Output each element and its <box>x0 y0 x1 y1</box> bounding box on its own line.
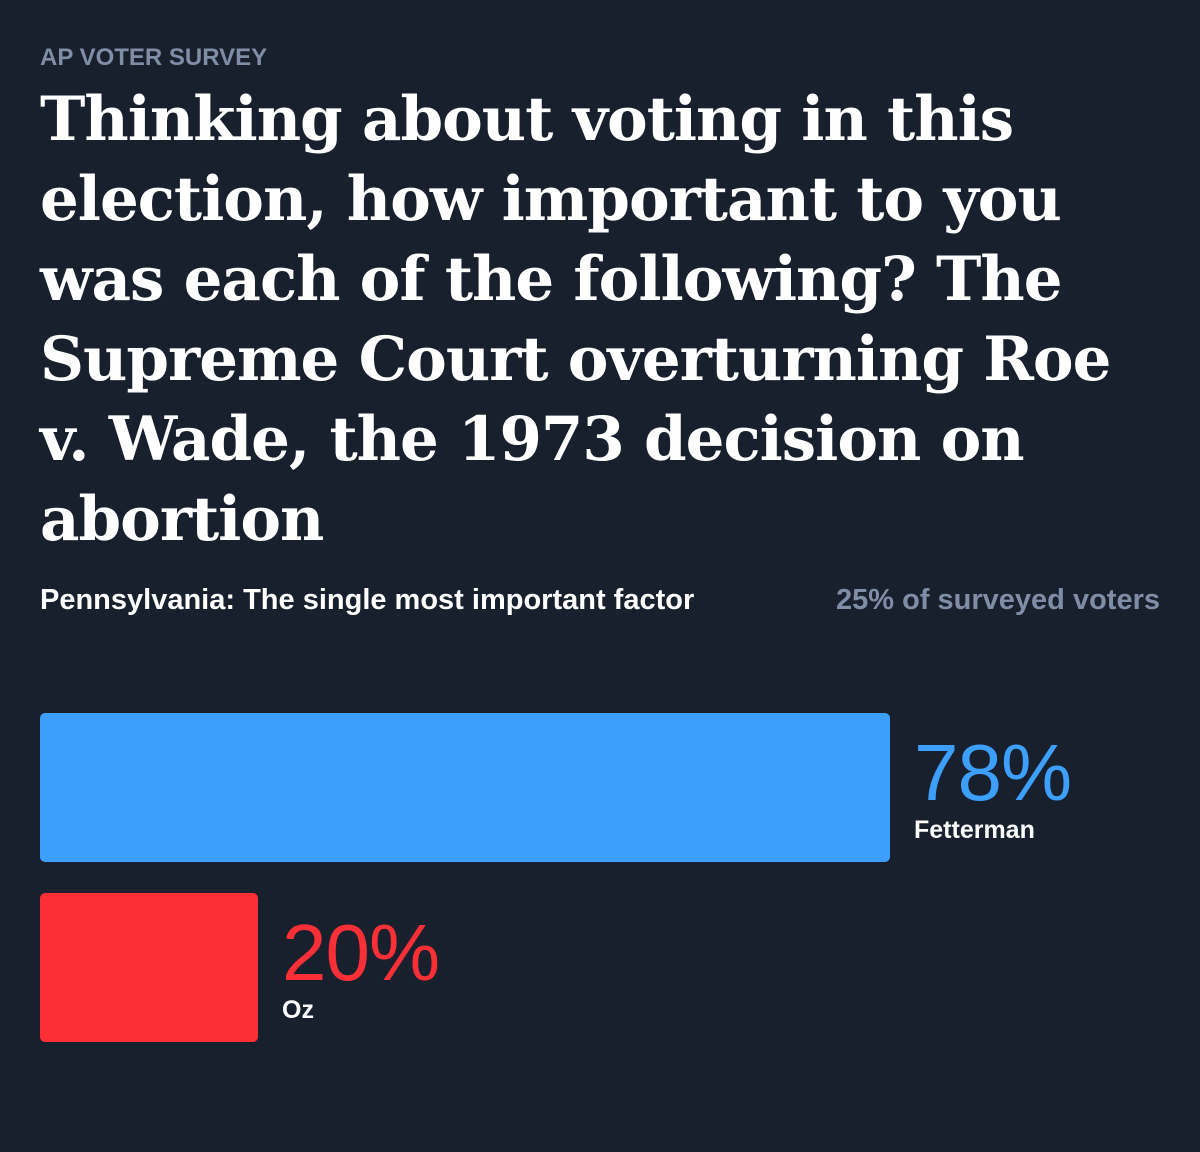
category-label-fetterman: Fetterman <box>914 816 1035 844</box>
survey-kicker: AP VOTER SURVEY <box>40 44 268 71</box>
category-label-oz: Oz <box>282 996 314 1024</box>
value-label-fetterman: 78% <box>914 728 1072 817</box>
bar-oz <box>40 893 258 1042</box>
bar-fetterman <box>40 713 890 862</box>
chart-subtitle: Pennsylvania: The single most important … <box>40 584 695 616</box>
value-label-oz: 20% <box>282 908 440 997</box>
bar-label-fetterman: 78% Fetterman <box>914 728 1072 845</box>
chart-title: Thinking about voting in this election, … <box>40 84 1111 555</box>
bar-label-oz: 20% Oz <box>282 908 440 1025</box>
surveyed-share-note: 25% of surveyed voters <box>836 584 1160 616</box>
